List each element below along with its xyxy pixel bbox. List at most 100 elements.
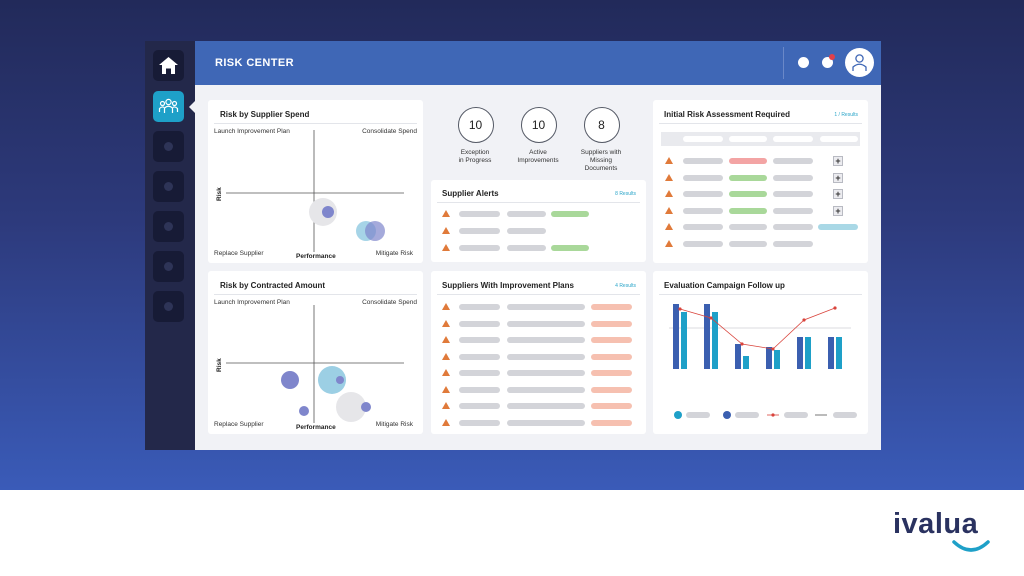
sidebar-item-6[interactable] <box>153 251 184 282</box>
kpi-circle-active-improvements[interactable]: 10 <box>521 107 557 143</box>
placeholder-bar <box>459 228 500 234</box>
placeholder-bar <box>459 337 500 343</box>
kpi-label-line: Improvements <box>517 157 559 164</box>
warning-icon <box>665 173 673 181</box>
placeholder-bar <box>507 403 585 409</box>
bubble <box>299 406 309 416</box>
bubble <box>322 206 334 218</box>
legend-placeholder <box>784 412 808 418</box>
notification-badge <box>829 54 835 60</box>
trend-point <box>678 307 682 311</box>
sidebar <box>145 41 195 450</box>
quadrant-label-bottom-left: Replace Supplier <box>214 421 264 428</box>
placeholder-bar <box>507 353 585 360</box>
status-dot-button[interactable] <box>798 57 809 68</box>
bar-pair <box>828 337 842 369</box>
placeholder-bar <box>507 211 546 217</box>
trend-point <box>740 342 744 346</box>
legend-placeholder <box>686 412 710 418</box>
header-divider <box>783 47 784 79</box>
ivalua-logo: ivalua <box>893 508 1003 558</box>
risk-by-contracted-amount-card: Risk by Contracted Amount Launch Improve… <box>208 271 423 434</box>
placeholder-icon <box>164 222 173 231</box>
results-count[interactable]: 4 Results <box>615 283 636 289</box>
add-button[interactable]: + <box>833 156 843 166</box>
add-button[interactable]: + <box>833 189 843 199</box>
sidebar-item-5[interactable] <box>153 211 184 242</box>
placeholder-bar <box>773 174 813 181</box>
results-count[interactable]: 8 Results <box>615 191 636 197</box>
campaign-chart <box>669 304 857 419</box>
action-bar[interactable] <box>818 224 858 230</box>
placeholder-bar <box>683 158 723 164</box>
bar-pair <box>797 337 811 369</box>
bar <box>681 312 687 369</box>
bar <box>828 337 834 369</box>
sidebar-item-3[interactable] <box>153 131 184 162</box>
placeholder-icon <box>164 262 173 271</box>
sidebar-item-home[interactable] <box>153 50 184 81</box>
warning-icon <box>442 244 450 251</box>
kpi-label: Active Improvements <box>503 149 573 165</box>
bar <box>766 347 772 369</box>
placeholder-bar <box>459 320 500 327</box>
status-bar <box>729 158 767 164</box>
status-bar <box>591 320 632 327</box>
initial-risk-assessment-card: Initial Risk Assessment Required 1 / Res… <box>653 100 868 263</box>
sidebar-item-risk-center[interactable] <box>153 91 184 122</box>
status-bar <box>591 370 632 376</box>
kpi-value: 8 <box>598 118 605 132</box>
divider <box>659 123 862 124</box>
kpi-circle-exceptions[interactable]: 10 <box>458 107 494 143</box>
kpi-circle-missing-documents[interactable]: 8 <box>584 107 620 143</box>
kpi-value: 10 <box>468 118 483 132</box>
warning-icon <box>665 157 673 164</box>
bubble <box>361 402 371 412</box>
sidebar-item-4[interactable] <box>153 171 184 202</box>
trend-point <box>771 347 775 351</box>
status-bar <box>551 245 589 251</box>
legend-swatch <box>771 413 775 417</box>
warning-icon <box>442 319 450 327</box>
card-title: Risk by Supplier Spend <box>220 110 310 119</box>
home-icon <box>159 57 178 74</box>
bar <box>712 312 718 369</box>
status-bar <box>729 240 767 247</box>
bar <box>805 337 811 369</box>
kpi-label: Exception in Progress <box>440 149 510 165</box>
warning-icon <box>442 369 450 376</box>
warning-icon <box>442 336 450 343</box>
user-icon <box>852 54 867 71</box>
placeholder-bar <box>459 386 500 393</box>
placeholder-bar <box>773 207 813 214</box>
placeholder-bar <box>773 224 813 230</box>
bubble <box>336 376 344 384</box>
status-bar <box>591 386 632 393</box>
logo-text: ivalua <box>893 508 979 540</box>
divider <box>437 294 640 295</box>
card-title: Suppliers With Improvement Plans <box>442 281 574 290</box>
notifications-button[interactable] <box>822 57 833 68</box>
kpi-label-line: in Progress <box>458 157 492 164</box>
bubble <box>281 371 299 389</box>
status-bar <box>591 419 632 426</box>
status-bar <box>729 174 767 181</box>
placeholder-bar <box>459 403 500 409</box>
bar-pair <box>735 344 749 369</box>
kpi-label: Suppliers with Missing Documents <box>566 149 636 173</box>
status-bar <box>591 304 632 310</box>
add-button[interactable]: + <box>833 205 843 216</box>
bar <box>774 350 780 369</box>
quadrant-label-bottom-left: Replace Supplier <box>214 250 264 257</box>
placeholder-bar <box>459 353 500 360</box>
results-count[interactable]: 1 / Results <box>834 112 858 118</box>
placeholder-bar <box>773 158 813 164</box>
sidebar-item-7[interactable] <box>153 291 184 322</box>
evaluation-campaign-card: Evaluation Campaign Follow up <box>653 271 868 434</box>
header-placeholder <box>820 136 858 142</box>
add-button[interactable]: + <box>833 172 843 183</box>
kpi-label-line: Missing <box>589 157 613 164</box>
quadrant-label-bottom-right: Mitigate Risk <box>375 421 413 428</box>
active-indicator <box>189 101 195 113</box>
user-avatar[interactable] <box>845 48 874 77</box>
